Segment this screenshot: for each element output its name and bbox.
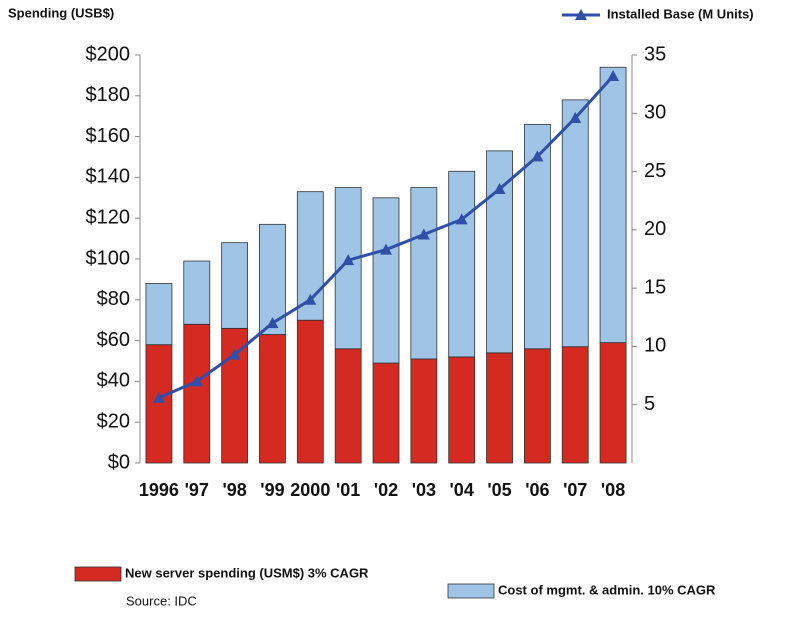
bar-segment [523,123,551,350]
x-tick-label: '02 [374,480,398,500]
legend-marker [575,9,587,20]
bar-segment [561,99,589,348]
bar-segment [296,319,324,464]
y-tick-label: $60 [97,329,130,351]
y2-tick-label: 5 [644,393,655,415]
x-tick-label: 1996 [139,480,179,500]
x-tick-label: '07 [563,480,587,500]
line-marker [607,69,620,81]
x-tick-label: '05 [487,480,511,500]
y-tick-label: $120 [86,206,131,228]
bar-segment [183,323,211,464]
y-tick-label: $200 [86,43,131,65]
bar-segment [448,170,476,358]
legend-label: New server spending (USM$) 3% CAGR [125,565,369,580]
bar-segment [410,358,438,464]
y-tick-label: $100 [86,247,131,269]
y-tick-label: $80 [97,288,130,310]
source: Source: IDC [126,593,197,608]
bar-segment [486,352,513,464]
y2-tick-label: 15 [644,276,666,298]
x-tick-label: '01 [336,480,360,500]
line-marker [190,375,203,387]
line-marker [152,391,165,403]
y-tick-label: $0 [108,451,130,473]
x-tick-label: '98 [222,480,246,500]
bar-segment [599,342,627,464]
y-tick-label: $40 [97,370,130,392]
legend-swatch [447,583,495,599]
line-marker [569,111,582,123]
y-tick-label: $180 [86,84,131,106]
y-tick-label: $20 [97,410,130,432]
y2-axis-label: Installed Base (M Units) [607,6,754,21]
y2-tick-label: 30 [644,102,666,124]
bar-segment [334,348,362,464]
bar-segment [259,223,286,335]
line-marker [228,348,241,360]
x-tick-label: '03 [412,480,436,500]
x-tick-label: '06 [525,480,549,500]
line-marker [531,150,544,162]
bar-segment [145,344,173,464]
bar-segment [259,334,286,464]
line-marker [455,213,468,225]
legend-label: Cost of mgmt. & admin. 10% CAGR [498,582,716,597]
bar-segment [448,356,476,464]
bar-segment [372,362,400,464]
bar-segment [221,242,249,329]
y2-tick-label: 20 [644,218,666,240]
y-axis-label: Spending (USB$) [8,5,114,20]
x-tick-label: 2000 [290,480,330,500]
line-marker [417,228,430,240]
bar-segment [410,187,438,360]
line-marker [493,183,506,195]
line-marker [380,243,392,255]
bar-segment [183,260,211,325]
bar-segment [523,348,551,464]
line-marker [342,254,355,266]
bar-segment [372,197,400,364]
line-marker [266,317,279,329]
y2-tick-label: 10 [644,335,666,357]
x-tick-label: '04 [450,480,474,500]
bar-segment [145,283,173,346]
x-tick-label: '08 [601,480,625,500]
bar-segment [599,66,627,344]
y-tick-label: $140 [86,166,131,188]
line-marker [304,293,317,305]
y2-tick-label: 35 [644,43,666,65]
x-tick-label: '97 [185,480,209,500]
y2-tick-label: 25 [644,160,666,182]
legend-swatch [74,566,122,582]
bar-segment [561,346,589,464]
x-tick-label: '99 [260,480,284,500]
y-tick-label: $160 [86,125,131,147]
